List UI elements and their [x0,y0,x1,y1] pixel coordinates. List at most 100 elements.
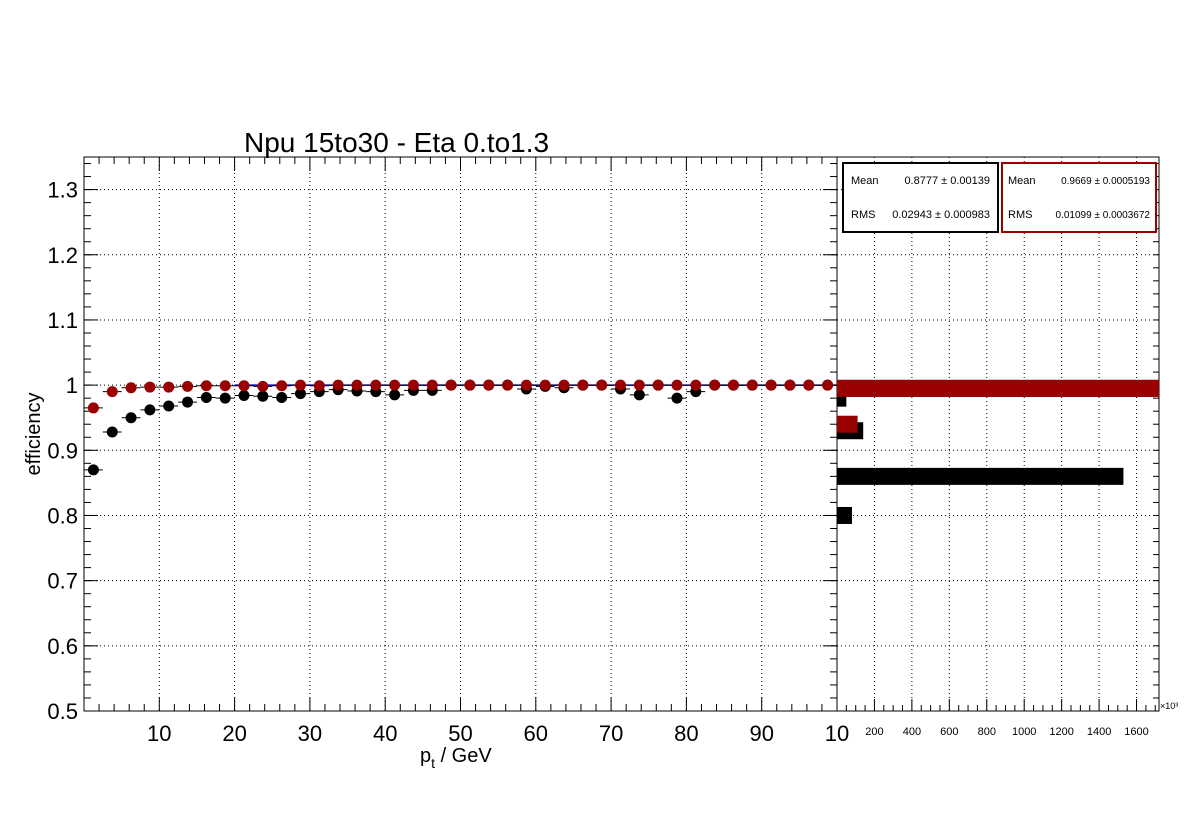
data-point-red [822,379,834,391]
data-point-red [502,379,514,391]
x-tick-label: 10 [147,721,171,746]
y-tick-label: 0.6 [47,634,78,659]
data-point-red [106,386,118,398]
data-point-red [483,379,495,391]
data-point-red [407,379,419,391]
data-point-red [200,380,212,392]
side-x-tick-label: 1600 [1124,726,1148,738]
side-x-tick-label: 200 [865,726,883,738]
data-point-red [652,379,664,391]
stats-box-red-frame [1001,162,1157,233]
y-tick-label: 1.1 [47,308,78,333]
data-point-red [727,379,739,391]
data-point-red [539,379,551,391]
data-point-red [389,379,401,391]
data-point-red [351,379,363,391]
stats-black-rms-label: RMS [851,209,875,221]
stats-box-black: Mean 0.8777 ± 0.00139 RMS 0.02943 ± 0.00… [842,162,999,233]
y-tick-label: 0.8 [47,503,78,528]
data-point-black [87,464,99,476]
side-x-tick-label: 600 [940,726,958,738]
data-point-black [389,389,401,401]
data-point-red [558,379,570,391]
data-point-red [182,380,194,392]
data-point-black [106,426,118,438]
x-tick-label: 50 [448,721,472,746]
x-tick-label: 10 [825,721,849,746]
data-point-red [294,379,306,391]
side-bar-red [837,415,858,433]
data-point-red [784,379,796,391]
data-point-red [313,380,325,392]
data-point-red [445,379,457,391]
side-x-tick-label: 1000 [1012,726,1036,738]
side-x-tick-labels: 200 400 600 800 1000 1200 1400 1600 [865,726,1149,738]
y-tick-label: 1.3 [47,178,78,203]
data-point-black [294,388,306,400]
data-point-red [426,379,438,391]
stats-black-rms-value: 0.02943 ± 0.000983 [892,209,990,221]
data-point-black [125,412,137,424]
side-axis-exponent: ×10³ [1160,701,1178,711]
stats-red-rms-label: RMS [1008,209,1032,221]
side-histogram-bars [837,379,1159,524]
y-tick-label: 1 [66,373,78,398]
data-point-red [596,379,608,391]
data-point-black [200,392,212,404]
x-tick-label: 60 [524,721,548,746]
data-point-red [709,379,721,391]
stats-box-red: Mean 0.9669 ± 0.0005193 RMS 0.01099 ± 0.… [1001,162,1157,233]
stats-black-mean-value: 0.8777 ± 0.00139 [904,175,990,187]
y-tick-label: 0.9 [47,438,78,463]
data-point-red [803,379,815,391]
data-point-red [219,380,231,392]
data-point-red [163,381,175,393]
x-tick-label: 30 [298,721,322,746]
side-x-tick-label: 1200 [1049,726,1073,738]
side-bar-black [837,506,852,524]
data-point-red [332,379,344,391]
y-tick-label: 1.2 [47,243,78,268]
data-point-black [671,392,683,404]
data-point-red [257,380,269,392]
x-tick-labels: 10 20 30 40 50 60 70 80 90 10 [147,721,849,746]
data-point-black [633,389,645,401]
side-bar-red [837,379,1159,397]
x-tick-label: 20 [222,721,246,746]
side-x-tick-label: 400 [903,726,921,738]
data-point-red [671,379,683,391]
data-point-black [219,392,231,404]
chart-title: Npu 15to30 - Eta 0.to1.3 [244,127,549,158]
data-point-red [690,379,702,391]
x-tick-label: 80 [674,721,698,746]
data-point-red [370,379,382,391]
side-bar-black [837,467,1124,485]
axis-ticks [84,157,1159,712]
data-point-red [520,379,532,391]
data-point-black [144,404,156,416]
stats-red-rms-value: 0.01099 ± 0.0003672 [1056,210,1151,221]
y-tick-label: 0.7 [47,569,78,594]
data-point-black [257,390,269,402]
side-bar-black [837,389,847,407]
data-point-red [615,379,627,391]
stats-box-black-frame [842,162,999,233]
data-point-red [238,380,250,392]
x-tick-label: 70 [599,721,623,746]
data-point-black [238,390,250,402]
data-point-red [577,379,589,391]
data-point-red [633,379,645,391]
data-points [84,379,837,476]
side-x-tick-label: 800 [978,726,996,738]
y-tick-labels: 0.5 0.6 0.7 0.8 0.9 1 1.1 1.2 1.3 [47,178,78,724]
stats-red-mean-value: 0.9669 ± 0.0005193 [1061,176,1150,187]
y-axis-label: efficiency [23,392,45,475]
data-point-red [87,402,99,414]
y-tick-label: 0.5 [47,699,78,724]
data-point-red [144,381,156,393]
data-point-red [765,379,777,391]
data-point-red [125,382,137,394]
